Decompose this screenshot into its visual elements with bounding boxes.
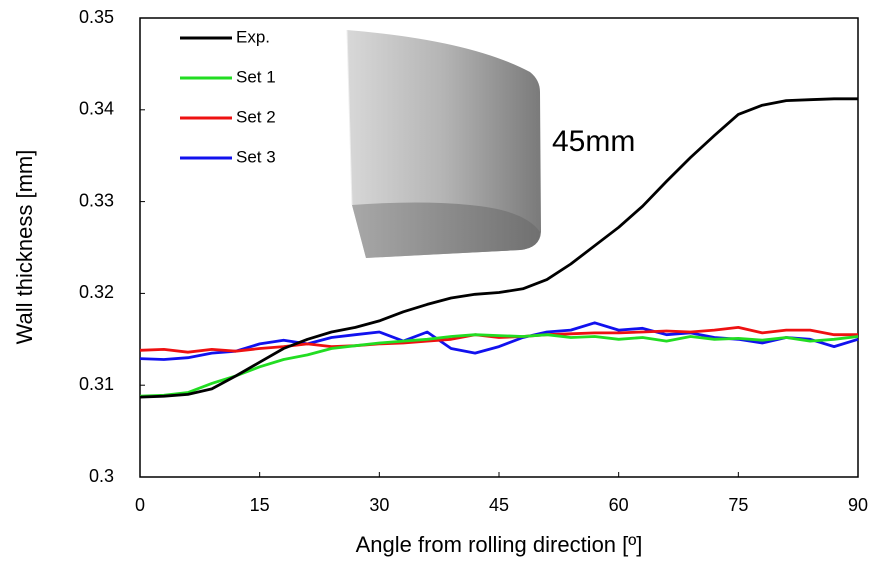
- x-tick-label: 45: [489, 495, 509, 515]
- series-line: [140, 335, 858, 397]
- x-tick-label: 75: [728, 495, 748, 515]
- x-tick-label: 60: [609, 495, 629, 515]
- chart: 45mm Angle from rolling direction [º] Wa…: [0, 0, 893, 559]
- inset-shape: [347, 30, 541, 258]
- y-tick-label: 0.35: [79, 7, 114, 27]
- x-axis-title: Angle from rolling direction [º]: [356, 532, 643, 557]
- y-tick-label: 0.32: [79, 282, 114, 302]
- x-tick-label: 90: [848, 495, 868, 515]
- legend-label: Exp.: [236, 27, 270, 46]
- x-tick-label: 0: [135, 495, 145, 515]
- x-tick-label: 15: [250, 495, 270, 515]
- y-tick-label: 0.33: [79, 190, 114, 210]
- y-tick-label: 0.34: [79, 99, 114, 119]
- legend-label: Set 2: [236, 107, 276, 126]
- y-tick-label: 0.31: [79, 374, 114, 394]
- legend-label: Set 3: [236, 147, 276, 166]
- series-line: [140, 323, 858, 360]
- x-tick-label: 30: [369, 495, 389, 515]
- y-tick-label: 0.3: [89, 466, 114, 486]
- y-axis-title: Wall thickness [mm]: [12, 150, 37, 345]
- annotation: 45mm: [552, 125, 635, 158]
- legend-label: Set 1: [236, 67, 276, 86]
